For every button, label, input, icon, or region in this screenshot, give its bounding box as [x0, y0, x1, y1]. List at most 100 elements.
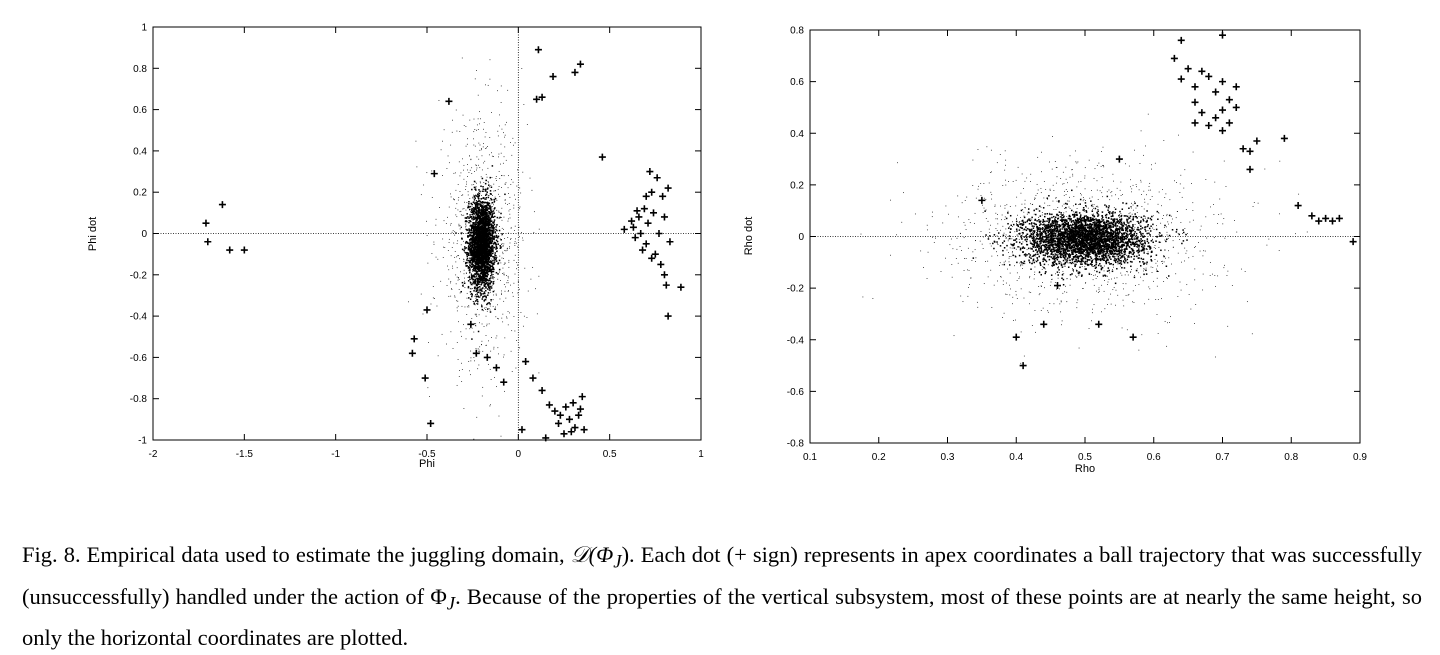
success-dot [487, 245, 488, 246]
failure-plus-marker [551, 408, 558, 415]
success-dot [437, 259, 438, 260]
success-dot [467, 176, 468, 177]
success-dot [483, 266, 485, 268]
success-dot [486, 199, 487, 200]
success-dot [1042, 237, 1044, 239]
success-dot [508, 218, 509, 219]
success-dot [493, 250, 494, 251]
y-tick-label: -0.6 [130, 353, 148, 364]
success-dot [473, 257, 475, 259]
success-dot [507, 318, 508, 319]
phi-crosses-layer [202, 46, 684, 441]
success-dot [478, 351, 479, 352]
success-dot [486, 132, 487, 133]
success-dot [482, 218, 483, 219]
success-dot [478, 214, 479, 215]
success-dot [464, 278, 465, 279]
success-dot [474, 129, 475, 130]
success-dot [509, 211, 510, 212]
success-dot [985, 234, 987, 236]
success-dot [1080, 238, 1082, 240]
success-dot [465, 224, 466, 225]
success-dot [488, 218, 489, 219]
success-dot [506, 160, 507, 161]
success-dot [451, 288, 452, 289]
success-dot [466, 328, 467, 329]
success-dot [470, 299, 472, 301]
success-dot [493, 229, 494, 230]
success-dot [513, 283, 514, 284]
success-dot [508, 278, 509, 279]
success-dot [1119, 211, 1121, 213]
success-dot [476, 417, 477, 418]
success-dot [457, 385, 458, 386]
failure-plus-marker [570, 399, 577, 406]
success-dot [513, 145, 514, 146]
success-dot [483, 246, 485, 248]
success-dot [1071, 273, 1073, 275]
success-dot [441, 149, 442, 150]
success-dot [487, 324, 488, 325]
success-dot [489, 212, 490, 213]
failure-plus-marker [226, 247, 233, 254]
success-dot [487, 212, 488, 213]
success-dot [500, 239, 502, 241]
success-dot [459, 376, 460, 377]
success-dot [489, 290, 490, 291]
success-dot [484, 205, 485, 206]
success-dot [487, 213, 488, 214]
success-dot [459, 279, 460, 280]
success-dot [514, 243, 515, 244]
success-dot [1123, 251, 1125, 253]
success-dot [493, 204, 494, 205]
success-dot [509, 214, 510, 215]
success-dot [481, 284, 483, 286]
success-dot [498, 136, 499, 137]
success-dot [467, 144, 468, 145]
success-dot [1151, 219, 1153, 221]
success-dot [480, 246, 482, 248]
success-dot [478, 165, 479, 166]
success-dot [485, 245, 486, 246]
success-dot [498, 241, 499, 242]
success-dot [1089, 273, 1091, 275]
success-dot [488, 282, 490, 284]
success-dot [472, 245, 474, 247]
success-dot [504, 354, 505, 355]
success-dot [436, 219, 437, 220]
success-dot [476, 348, 477, 349]
success-dot [476, 259, 478, 261]
success-dot [1142, 261, 1144, 263]
success-dot [511, 351, 512, 352]
success-dot [1156, 271, 1158, 273]
success-dot [477, 240, 478, 241]
success-dot [1044, 273, 1046, 275]
failure-plus-marker [568, 428, 575, 435]
success-dot [479, 111, 480, 112]
success-dot [508, 324, 509, 325]
success-dot [477, 279, 479, 281]
success-dot [473, 202, 474, 203]
success-dot [489, 223, 491, 225]
success-dot [492, 285, 493, 286]
success-dot [423, 314, 424, 315]
success-dot [463, 241, 464, 242]
success-dot [484, 224, 485, 225]
success-dot [473, 230, 475, 232]
success-dot [484, 240, 486, 242]
success-dot [476, 211, 478, 213]
success-dot [488, 292, 490, 294]
success-dot [467, 164, 468, 165]
success-dot [483, 215, 485, 217]
success-dot [515, 226, 516, 227]
success-dot [476, 156, 477, 157]
success-dot [471, 219, 472, 220]
success-dot [487, 311, 488, 312]
success-dot [1124, 262, 1126, 264]
success-dot [501, 318, 502, 319]
success-dot [479, 277, 481, 279]
success-dot [499, 196, 500, 197]
x-tick-label: 1 [698, 449, 704, 460]
success-dot [505, 184, 506, 185]
success-dot [492, 253, 494, 255]
